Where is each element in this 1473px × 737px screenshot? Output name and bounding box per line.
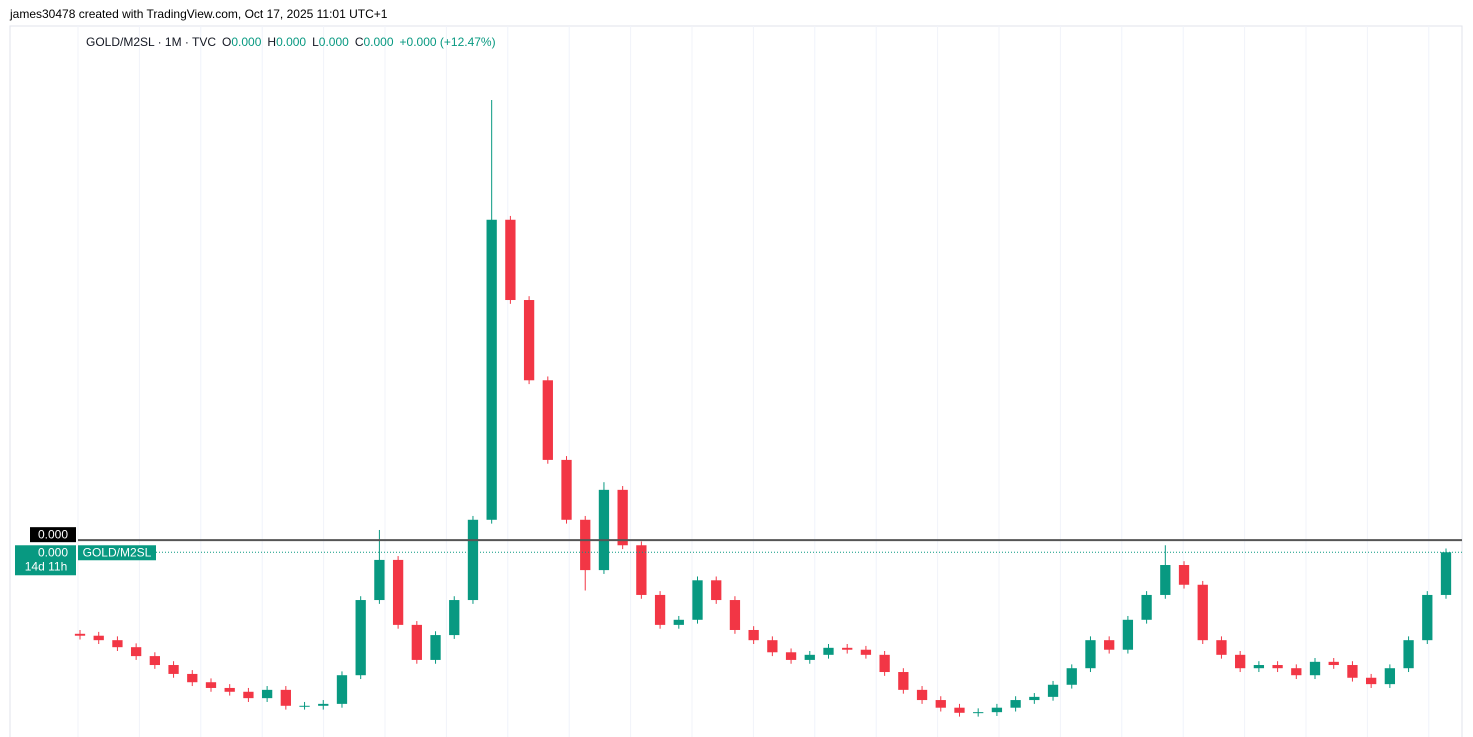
candle-body xyxy=(1403,640,1414,669)
candle-body xyxy=(1253,665,1265,669)
candle-body xyxy=(224,687,235,692)
candle-body xyxy=(898,672,909,690)
candle-body xyxy=(1047,684,1059,697)
candle-body xyxy=(449,600,460,636)
candle-body xyxy=(561,459,572,520)
hline-tag: 0.000 xyxy=(38,527,68,541)
candle-body xyxy=(1104,640,1115,650)
candle-body xyxy=(1328,661,1339,666)
candle-body xyxy=(1178,565,1190,585)
candle-body xyxy=(636,545,647,595)
candle-body xyxy=(112,640,123,648)
legend-item: H xyxy=(267,35,276,49)
candle-body xyxy=(299,705,310,707)
candle-body xyxy=(748,629,759,641)
candle-body xyxy=(187,673,198,683)
candle-body xyxy=(542,380,553,460)
candles xyxy=(74,100,1452,717)
hline-tag-bg xyxy=(30,527,76,543)
candle-body xyxy=(860,649,872,655)
candle-body xyxy=(1160,565,1171,595)
candle-body xyxy=(430,635,441,660)
candle-body xyxy=(130,647,142,657)
candle-body xyxy=(1440,552,1452,595)
candle-body xyxy=(1010,700,1021,708)
candle-body xyxy=(467,519,479,601)
candle-body xyxy=(1309,661,1321,676)
candle-body xyxy=(1122,619,1134,650)
candle-body xyxy=(729,600,741,630)
price-tag: 0.000 xyxy=(38,545,68,559)
credit: james30478 created with TradingView.com,… xyxy=(9,7,388,21)
time-grid xyxy=(77,26,1430,737)
candle-body xyxy=(1085,640,1096,669)
candle-body xyxy=(318,703,329,706)
candle-body xyxy=(374,559,385,601)
candle-body xyxy=(823,647,834,655)
chart-frame xyxy=(9,25,1463,737)
candle-body xyxy=(505,219,516,301)
legend-item: 0.000 xyxy=(319,35,349,49)
candle-body xyxy=(336,675,348,704)
candle-body xyxy=(842,647,853,650)
candle-body xyxy=(392,559,404,625)
candle-body xyxy=(1347,665,1358,678)
candle-body xyxy=(1422,594,1433,641)
candle-body xyxy=(355,600,366,676)
legend-item: L xyxy=(312,35,319,49)
candle-body xyxy=(168,665,179,674)
candle-body xyxy=(1384,668,1396,685)
candle-body xyxy=(767,640,778,653)
candle-body xyxy=(1291,668,1302,676)
candle-body xyxy=(149,656,160,666)
candle-body xyxy=(261,689,273,699)
candle-body xyxy=(973,712,984,714)
candle-body xyxy=(486,219,497,520)
candle-body xyxy=(1029,696,1040,701)
candle-body xyxy=(280,689,291,706)
candle-body xyxy=(954,707,965,713)
candle-body xyxy=(654,594,666,625)
legend-item: 0.000 xyxy=(231,35,261,49)
candle-body xyxy=(523,300,535,381)
legend: GOLD/M2SL · 1M · TVC O0.000 H0.000 L0.000 C0… xyxy=(86,35,496,49)
candle-body xyxy=(93,635,104,641)
candle-body xyxy=(916,689,928,701)
legend-item: +0.000 (+12.47%) xyxy=(400,35,496,49)
candle-body xyxy=(804,654,815,660)
legend-item: GOLD/M2SL · 1M · TVC xyxy=(86,35,216,49)
candle-body xyxy=(1197,584,1208,641)
candle-body xyxy=(879,654,890,673)
candle-body xyxy=(785,652,797,660)
candle-body xyxy=(935,700,946,708)
candle-body xyxy=(711,580,722,601)
price-tag-bg xyxy=(15,545,76,576)
candle-body xyxy=(617,489,628,546)
candle-body xyxy=(991,707,1003,713)
candle-body xyxy=(1141,594,1152,620)
series-tag-bg xyxy=(78,545,156,561)
legend-item: C xyxy=(355,35,364,49)
candle-body xyxy=(243,691,254,699)
legend-item: 0.000 xyxy=(276,35,306,49)
candle-body xyxy=(1216,640,1227,655)
legend-item: O xyxy=(222,35,231,49)
candle-body xyxy=(673,619,684,625)
candle-body xyxy=(205,682,217,688)
candle-body xyxy=(1272,665,1283,669)
candle-body xyxy=(411,624,422,660)
series-tag: GOLD/M2SL xyxy=(83,545,152,559)
candle-body xyxy=(1066,668,1077,685)
candle-body xyxy=(1235,654,1246,669)
legend-item: 0.000 xyxy=(364,35,394,49)
candle-body xyxy=(74,633,86,636)
candle-body xyxy=(692,580,703,620)
candle-body xyxy=(1366,677,1377,685)
countdown: 14d 11h xyxy=(25,559,68,573)
candle-body xyxy=(598,489,610,571)
candle-body xyxy=(580,519,591,571)
